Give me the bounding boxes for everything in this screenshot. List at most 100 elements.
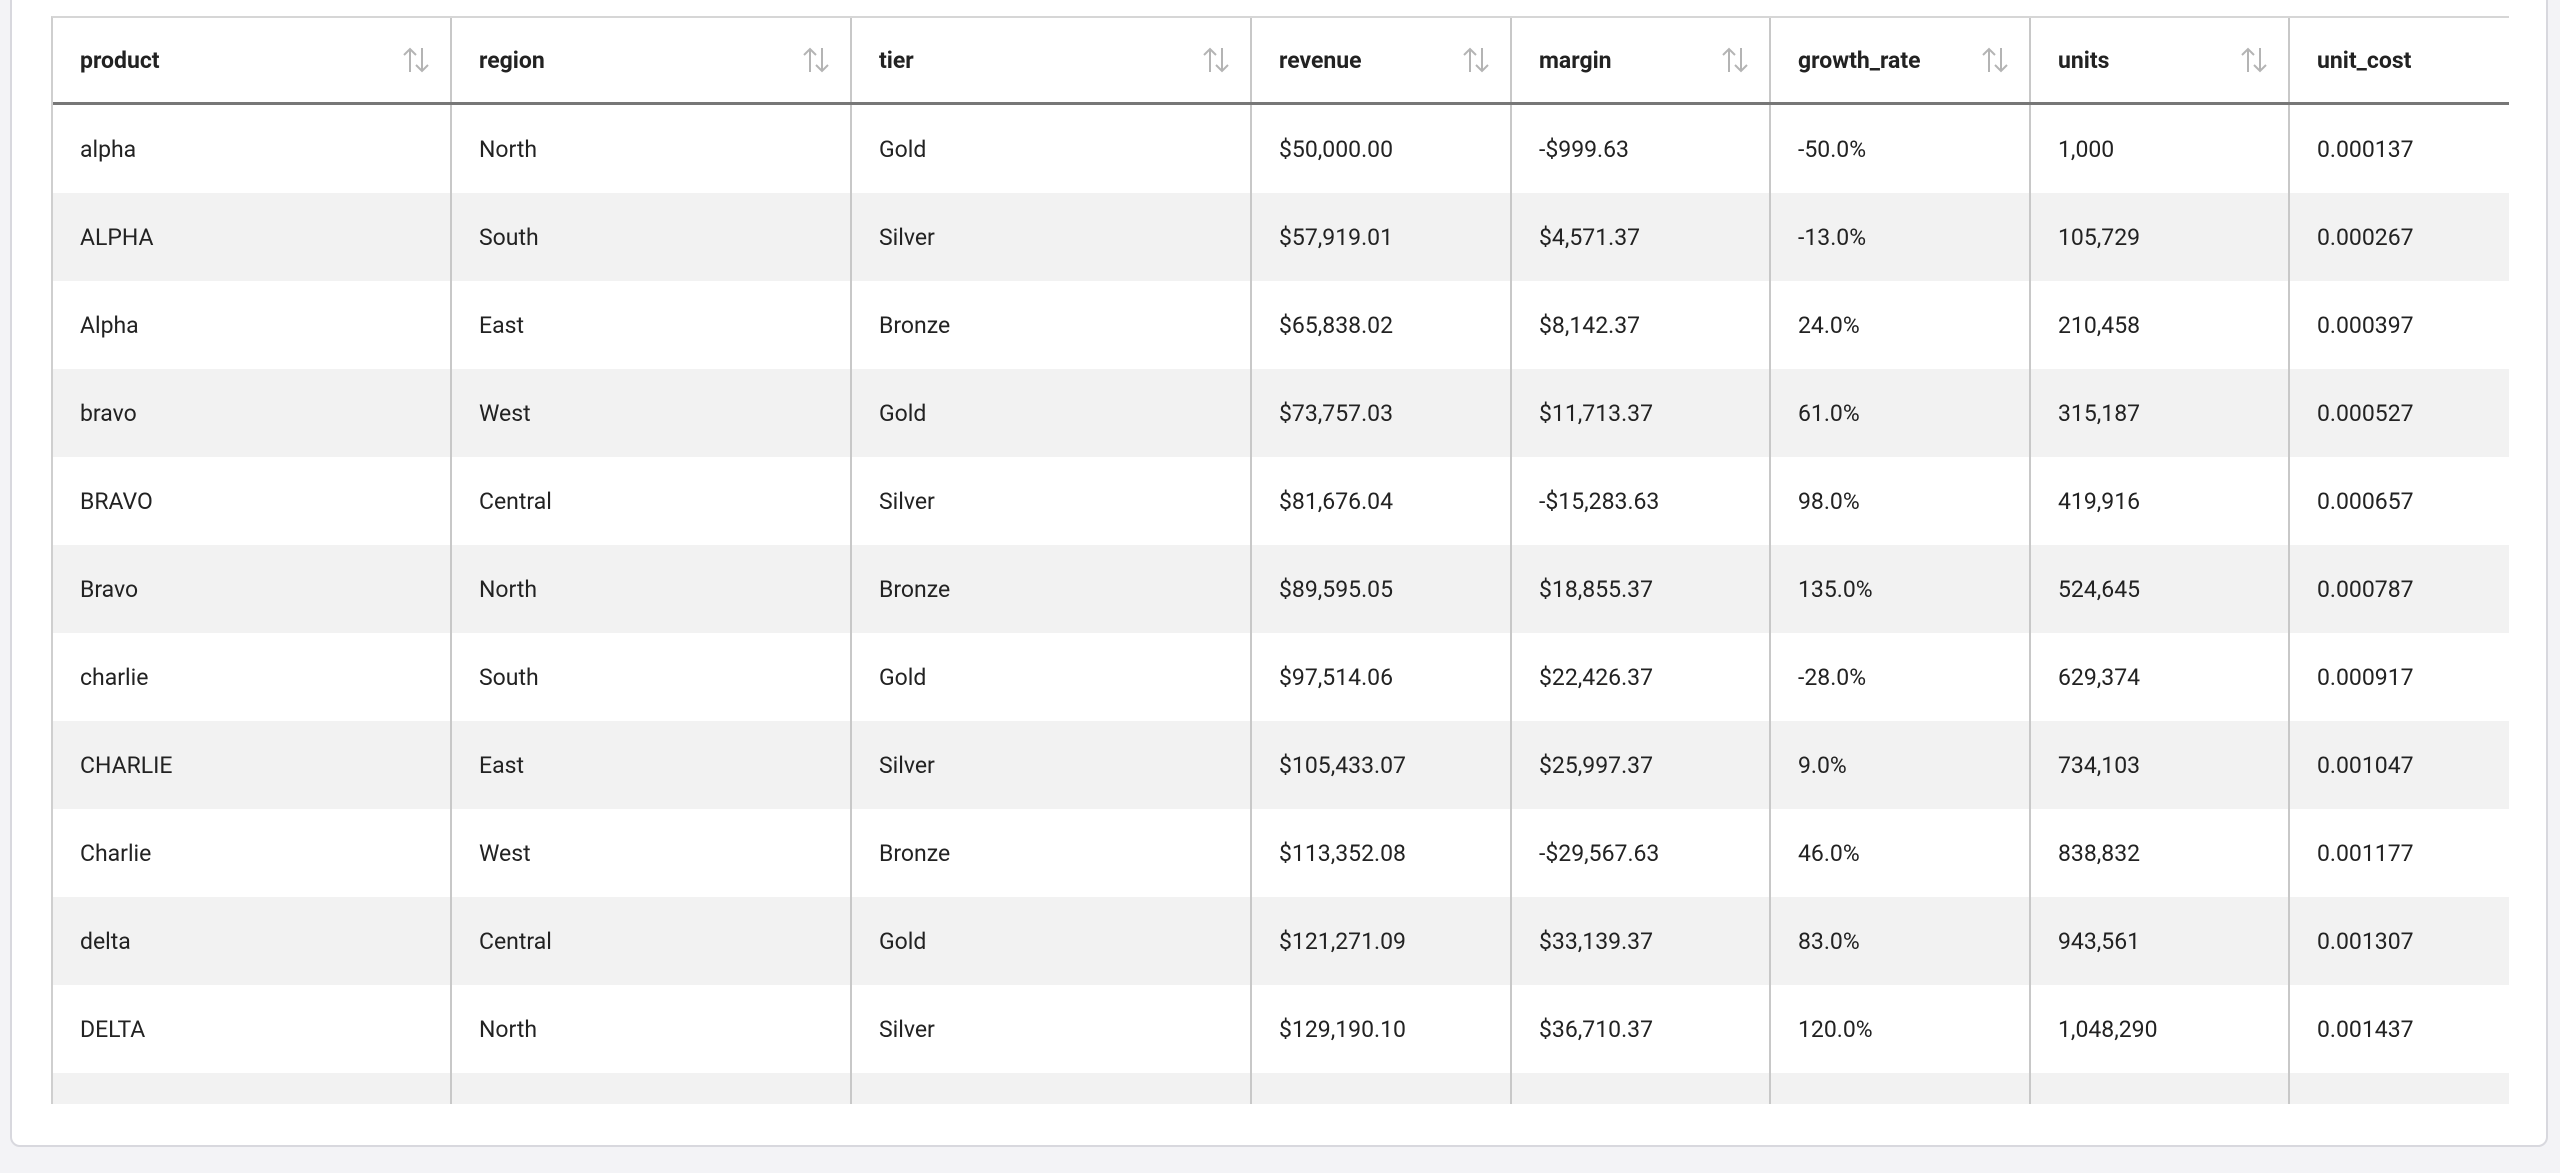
table-cell: 46.0% xyxy=(1770,809,2031,897)
table-row: CHARLIE East Silver $105,433.07 $25,997.37 9.… xyxy=(53,721,2509,809)
table-cell: $129,190.10 xyxy=(1251,985,1512,1073)
table-cell: 0.000527 xyxy=(2289,369,2509,457)
table-cell: -13.0% xyxy=(1770,193,2031,281)
sort-icon xyxy=(1722,47,1748,73)
table-cell: Gold xyxy=(851,633,1252,721)
table-row: Bravo North Bronze $89,595.05 $18,855.37 135.… xyxy=(53,545,2509,633)
sort-icon xyxy=(1463,47,1489,73)
column-title: revenue xyxy=(1279,46,1362,74)
table-cell xyxy=(1511,1073,1771,1104)
table-cell: -$15,283.63 xyxy=(1511,457,1771,545)
column-title: margin xyxy=(1539,46,1612,74)
table-cell: $50,000.00 xyxy=(1251,103,1512,193)
table-row: bravo West Gold $73,757.03 $11,713.37 61.0% 31… xyxy=(53,369,2509,457)
sort-icon xyxy=(403,47,429,73)
table-cell: Bronze xyxy=(851,809,1252,897)
table-cell: $4,571.37 xyxy=(1511,193,1771,281)
column-header[interactable]: unit_cost xyxy=(2289,18,2509,105)
table-cell: Gold xyxy=(851,103,1252,193)
table-row: charlie South Gold $97,514.06 $22,426.37 -28.… xyxy=(53,633,2509,721)
table-cell xyxy=(2289,1073,2509,1104)
table-cell: bravo xyxy=(53,369,452,457)
table-cell: Silver xyxy=(851,721,1252,809)
data-table: product region tier revenue margin growth_rat… xyxy=(53,18,2509,1104)
table-cell: 1,048,290 xyxy=(2030,985,2290,1073)
table-cell: $8,142.37 xyxy=(1511,281,1771,369)
table-scroll: product region tier revenue margin growth_rat… xyxy=(51,16,2509,1104)
table-row: delta Central Gold $121,271.09 $33,139.37 83.… xyxy=(53,897,2509,985)
table-row: alpha North Gold $50,000.00 -$999.63 -50.0% 1,… xyxy=(53,103,2509,193)
table-cell xyxy=(2030,1073,2290,1104)
table-cell: CHARLIE xyxy=(53,721,452,809)
table-cell: -$999.63 xyxy=(1511,103,1771,193)
table-cell: South xyxy=(451,193,852,281)
table-cell: Gold xyxy=(851,369,1252,457)
table-row: Charlie West Bronze $113,352.08 -$29,567.63 4… xyxy=(53,809,2509,897)
table-cell: 0.000917 xyxy=(2289,633,2509,721)
sort-icon xyxy=(1203,47,1229,73)
column-header[interactable]: units xyxy=(2030,18,2290,105)
table-cell: Central xyxy=(451,897,852,985)
table-cell: 0.000787 xyxy=(2289,545,2509,633)
table-cell: 0.000267 xyxy=(2289,193,2509,281)
column-header[interactable]: region xyxy=(451,18,852,105)
table-cell: 105,729 xyxy=(2030,193,2290,281)
column-header[interactable]: growth_rate xyxy=(1770,18,2031,105)
table-cell: 524,645 xyxy=(2030,545,2290,633)
table-cell: $105,433.07 xyxy=(1251,721,1512,809)
table-cell: 734,103 xyxy=(2030,721,2290,809)
table-cell: delta xyxy=(53,897,452,985)
table-cell: North xyxy=(451,545,852,633)
table-cell: West xyxy=(451,369,852,457)
column-title: product xyxy=(80,46,160,74)
table-cell: 210,458 xyxy=(2030,281,2290,369)
column-title: region xyxy=(479,46,545,74)
column-header[interactable]: product xyxy=(53,18,452,105)
table-cell: -28.0% xyxy=(1770,633,2031,721)
column-header[interactable]: tier xyxy=(851,18,1252,105)
table-cell: Bronze xyxy=(851,281,1252,369)
table-cell: Bronze xyxy=(851,545,1252,633)
table-cell: Bravo xyxy=(53,545,452,633)
table-cell: 1,000 xyxy=(2030,103,2290,193)
column-title: growth_rate xyxy=(1798,46,1921,74)
table-row: BRAVO Central Silver $81,676.04 -$15,283.63 9… xyxy=(53,457,2509,545)
table-row: DELTA North Silver $129,190.10 $36,710.37 120… xyxy=(53,985,2509,1073)
table-cell: Central xyxy=(451,457,852,545)
column-header[interactable]: margin xyxy=(1511,18,1771,105)
table-cell: $25,997.37 xyxy=(1511,721,1771,809)
table-cell: 135.0% xyxy=(1770,545,2031,633)
table-cell: alpha xyxy=(53,103,452,193)
table-cell: 315,187 xyxy=(2030,369,2290,457)
table-cell: 61.0% xyxy=(1770,369,2031,457)
table-cell: 9.0% xyxy=(1770,721,2031,809)
table-cell xyxy=(451,1073,852,1104)
table-cell: $36,710.37 xyxy=(1511,985,1771,1073)
table-cell: -$29,567.63 xyxy=(1511,809,1771,897)
table-cell: 83.0% xyxy=(1770,897,2031,985)
column-title: units xyxy=(2058,46,2110,74)
sort-icon xyxy=(803,47,829,73)
table-cell: 943,561 xyxy=(2030,897,2290,985)
table-cell: $73,757.03 xyxy=(1251,369,1512,457)
table-cell: 0.000397 xyxy=(2289,281,2509,369)
table-cell: Silver xyxy=(851,985,1252,1073)
table-row: Alpha East Bronze $65,838.02 $8,142.37 24.0% 2… xyxy=(53,281,2509,369)
table-cell: North xyxy=(451,103,852,193)
table-cell: 0.001177 xyxy=(2289,809,2509,897)
table-cell: 0.000137 xyxy=(2289,103,2509,193)
table-cell: $113,352.08 xyxy=(1251,809,1512,897)
table-cell: North xyxy=(451,985,852,1073)
table-cell: $89,595.05 xyxy=(1251,545,1512,633)
table-cell: $11,713.37 xyxy=(1511,369,1771,457)
table-cell: ALPHA xyxy=(53,193,452,281)
table-cell xyxy=(851,1073,1252,1104)
sort-icon xyxy=(2241,47,2267,73)
table-cell: 419,916 xyxy=(2030,457,2290,545)
column-header[interactable]: revenue xyxy=(1251,18,1512,105)
table-cell: DELTA xyxy=(53,985,452,1073)
table-cell: Alpha xyxy=(53,281,452,369)
table-cell: BRAVO xyxy=(53,457,452,545)
table-cell: $65,838.02 xyxy=(1251,281,1512,369)
table-cell: $57,919.01 xyxy=(1251,193,1512,281)
